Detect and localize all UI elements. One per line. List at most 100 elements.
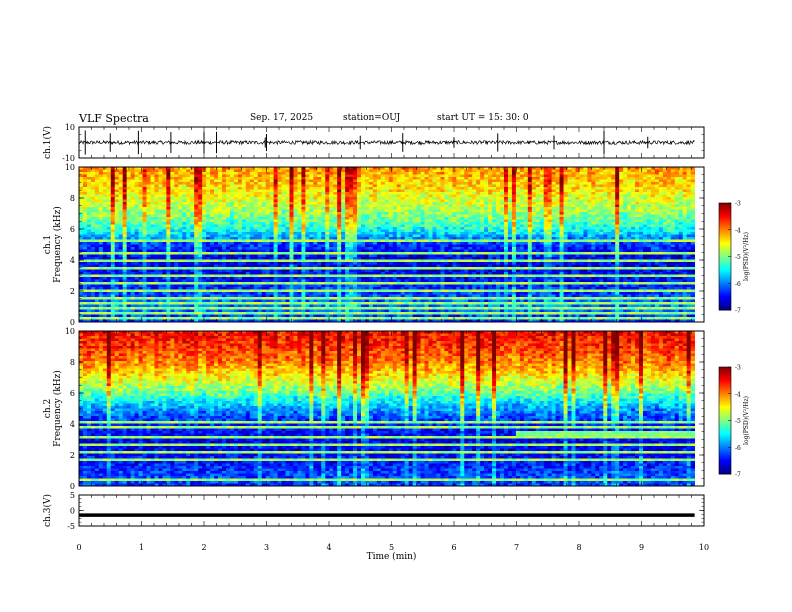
spectrogram-cell xyxy=(397,202,401,205)
spectrogram-cell xyxy=(107,207,111,210)
spectrogram-cell xyxy=(214,180,218,183)
spectrogram-cell xyxy=(421,170,425,173)
spectrogram-cell xyxy=(452,222,456,225)
spectrogram-cell xyxy=(389,232,393,235)
spectrogram-cell xyxy=(389,227,393,230)
spectrogram-cell xyxy=(286,242,290,245)
spectrogram-cell xyxy=(107,195,111,198)
spectrogram-cell xyxy=(353,192,357,195)
spectrogram-cell xyxy=(524,200,528,203)
spectrogram-cell xyxy=(127,210,131,213)
spectrogram-cell xyxy=(206,227,210,230)
spectrogram-cell xyxy=(639,210,643,213)
spectrogram-cell xyxy=(214,217,218,220)
spectrogram-cell xyxy=(679,212,683,215)
spectrogram-cell xyxy=(599,200,603,203)
spectrogram-cell xyxy=(178,192,182,195)
spectrogram-cell xyxy=(123,237,127,240)
spectrogram-cell xyxy=(242,197,246,200)
spectrogram-cell xyxy=(623,220,627,223)
spectrogram-cell xyxy=(409,207,413,210)
spectrogram-cell xyxy=(520,237,524,240)
spectrogram-cell xyxy=(464,177,468,180)
spectrogram-cell xyxy=(421,235,425,238)
spectrogram-cell xyxy=(631,232,635,235)
spectrogram-cell xyxy=(147,202,151,205)
spectrogram-cell xyxy=(305,190,309,193)
spectrogram-cell xyxy=(536,215,540,218)
spectrogram-cell xyxy=(643,172,647,175)
spectrogram-cell xyxy=(290,195,294,198)
spectrogram-cell xyxy=(162,225,166,228)
spectrogram-cell xyxy=(456,220,460,223)
spectrogram-cell xyxy=(425,210,429,213)
spectrogram-cell xyxy=(464,190,468,193)
spectrogram-cell xyxy=(472,180,476,183)
spectrogram-cell xyxy=(154,217,158,220)
spectrogram-cell xyxy=(560,190,564,193)
spectrogram-cell xyxy=(587,237,591,240)
spectrogram-cell xyxy=(107,215,111,218)
spectrogram-cell xyxy=(448,172,452,175)
spectrogram-cell xyxy=(274,200,278,203)
spectrogram-cell xyxy=(456,182,460,185)
spectrogram-cell xyxy=(671,235,675,238)
spectrogram-cell xyxy=(222,190,226,193)
spectrogram-cell xyxy=(337,242,341,245)
spectrogram-cell xyxy=(99,180,103,183)
spectrogram-cell xyxy=(671,215,675,218)
spectrogram-cell xyxy=(369,172,373,175)
spectrogram-cell xyxy=(619,242,623,245)
spectrogram-cell xyxy=(373,220,377,223)
spectrogram-cell xyxy=(607,220,611,223)
spectrogram-cell xyxy=(341,220,345,223)
spectrogram-cell xyxy=(333,220,337,223)
spectrogram-cell xyxy=(619,232,623,235)
spectrogram-cell xyxy=(79,185,83,188)
spectrogram-cell xyxy=(202,185,206,188)
spectrogram-cell xyxy=(524,177,528,180)
spectrogram-cell xyxy=(270,200,274,203)
spectrogram-cell xyxy=(365,205,369,208)
spectrogram-cell xyxy=(548,210,552,213)
spectrogram-cell xyxy=(476,175,480,178)
spectrogram-cell xyxy=(635,197,639,200)
spectrogram-cell xyxy=(166,215,170,218)
spectrogram-cell xyxy=(456,235,460,238)
spectrogram-cell xyxy=(353,175,357,178)
spectrogram-cell xyxy=(162,227,166,230)
spectrogram-cell xyxy=(202,230,206,233)
spectrogram-cell xyxy=(210,205,214,208)
spectrogram-cell xyxy=(147,170,151,173)
spectrogram-cell xyxy=(480,207,484,210)
spectrogram-cell xyxy=(321,185,325,188)
spectrogram-cell xyxy=(564,242,568,245)
spectrogram-cell xyxy=(222,177,226,180)
spectrogram-cell xyxy=(305,230,309,233)
spectrogram-cell xyxy=(337,190,341,193)
spectrogram-cell xyxy=(468,177,472,180)
spectrogram-cell xyxy=(258,200,262,203)
spectrogram-cell xyxy=(429,197,433,200)
spectrogram-cell xyxy=(516,220,520,223)
spectrogram-cell xyxy=(115,205,119,208)
spectrogram-cell xyxy=(385,215,389,218)
spectrogram-cell xyxy=(226,212,230,215)
spectrogram-cell xyxy=(206,175,210,178)
spectrogram-cell xyxy=(234,235,238,238)
spectrogram-cell xyxy=(242,170,246,173)
spectrogram-cell xyxy=(595,205,599,208)
spectrogram-cell xyxy=(417,230,421,233)
spectrogram-cell xyxy=(556,242,560,245)
spectrogram-cell xyxy=(591,192,595,195)
spectrogram-cell xyxy=(361,205,365,208)
spectrogram-cell xyxy=(250,235,254,238)
spectrogram-cell xyxy=(536,217,540,220)
spectrogram-cell xyxy=(99,227,103,230)
spectrogram-cell xyxy=(321,187,325,190)
spectrogram-cell xyxy=(174,230,178,233)
spectrogram-cell xyxy=(158,170,162,173)
spectrogram-cell xyxy=(83,177,87,180)
spectrogram-cell xyxy=(564,237,568,240)
spectrogram-cell xyxy=(492,222,496,225)
